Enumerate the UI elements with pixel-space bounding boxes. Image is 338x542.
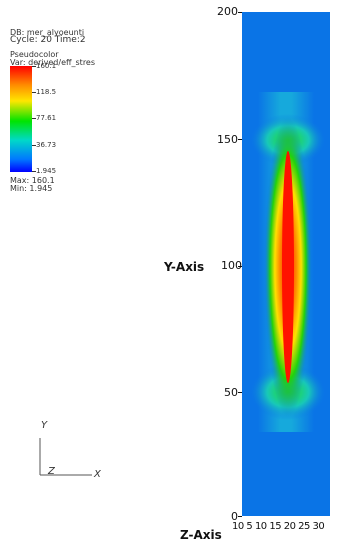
min-value-label: Min: 1.945 bbox=[10, 184, 53, 193]
orientation-triad: Y Z X bbox=[34, 420, 124, 490]
z-axis-title: Z-Axis bbox=[180, 528, 222, 542]
y-tick-200: 200 bbox=[217, 5, 238, 18]
max-value-label: Max: 160.1 bbox=[10, 176, 55, 185]
cycle-time-label: Cycle: 20 Time:2 bbox=[10, 35, 86, 45]
legend-tick: 36.73 bbox=[36, 141, 57, 149]
plot-area[interactable] bbox=[242, 12, 330, 516]
triad-y-label: Y bbox=[41, 420, 48, 431]
color-legend-bar bbox=[10, 66, 32, 172]
legend-tick: 118.5 bbox=[36, 88, 57, 96]
legend-tick-min: 1.945 bbox=[36, 167, 57, 175]
y-tick-100: 100 bbox=[221, 259, 242, 272]
variable-label: Var: derived/eff_stres bbox=[10, 58, 96, 67]
legend-tick: 77.61 bbox=[36, 114, 57, 122]
pseudocolor-field bbox=[242, 12, 330, 516]
legend-tick-max: 160.1 bbox=[36, 62, 57, 70]
plot-type-label: Pseudocolor bbox=[10, 50, 59, 59]
x-axis-ticks: 10 5 10 15 20 25 30 bbox=[232, 521, 325, 532]
y-tick-0: 0 bbox=[231, 510, 238, 523]
y-tick-50: 50 bbox=[224, 386, 238, 399]
triad-x-label: X bbox=[94, 469, 101, 480]
db-label: DB: mer_alyoeunti bbox=[10, 28, 85, 37]
triad-z-label: Z bbox=[48, 466, 55, 477]
y-axis-title: Y-Axis bbox=[164, 260, 205, 274]
triad-axes bbox=[39, 438, 92, 476]
y-tick-150: 150 bbox=[217, 133, 238, 146]
